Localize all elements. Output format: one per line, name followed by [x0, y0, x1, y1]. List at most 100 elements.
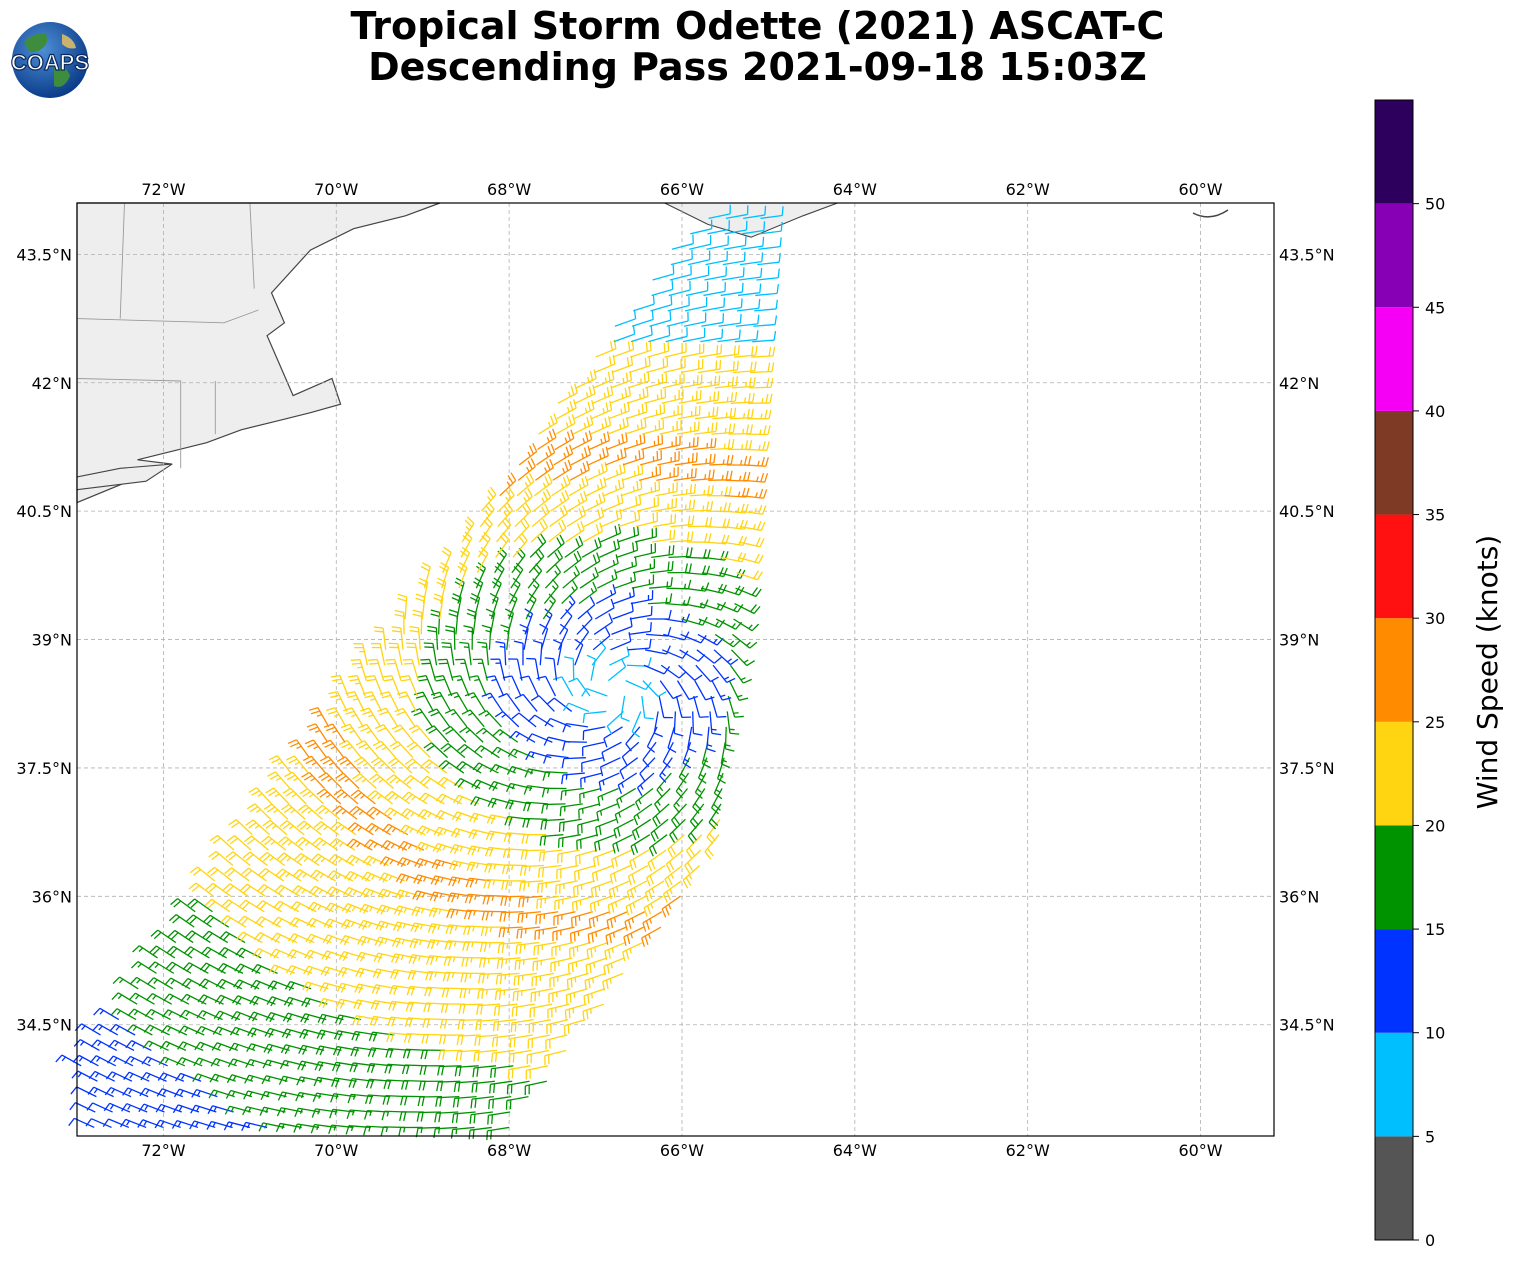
wind-barb [543, 578, 559, 604]
wind-barb [495, 641, 507, 666]
wind-barb [669, 531, 694, 543]
wind-barb [387, 757, 413, 774]
lon-tick-label-bottom: 72°W [141, 1141, 185, 1160]
wind-barb [312, 1092, 339, 1102]
wind-barb [391, 626, 404, 650]
wind-barb [264, 1027, 291, 1038]
wind-barb [726, 711, 740, 735]
wind-barb [387, 1016, 413, 1027]
wind-barb [525, 751, 552, 761]
wind-barb [539, 834, 564, 846]
wind-barb [572, 895, 595, 912]
wind-barb [479, 501, 495, 527]
wind-barb [187, 898, 213, 913]
wind-barb [438, 759, 465, 774]
wind-barb [500, 895, 525, 906]
wind-barb [457, 1018, 482, 1030]
wind-barb [578, 581, 598, 605]
wind-barb [760, 206, 784, 220]
lon-tick-label-bottom: 62°W [1006, 1141, 1050, 1160]
wind-barb [706, 726, 716, 753]
wind-barb [104, 1086, 132, 1098]
wind-barb [649, 577, 673, 589]
wind-barb [574, 384, 596, 404]
wind-barb [351, 1030, 378, 1041]
wind-barb [680, 359, 704, 374]
wind-barb [569, 926, 592, 943]
wind-barb [647, 849, 667, 872]
wind-barb [349, 805, 375, 820]
wind-barb [408, 954, 435, 965]
wind-barb [243, 1090, 270, 1100]
wind-barb [473, 577, 484, 604]
wind-barb [535, 458, 554, 481]
wind-barb [553, 911, 576, 926]
wind-barb [458, 1003, 483, 1014]
wind-barb [446, 908, 472, 919]
wind-barb [580, 552, 601, 574]
wind-barb [297, 1060, 324, 1071]
wind-barb [707, 220, 730, 235]
wind-barb [243, 835, 269, 851]
wind-barb [667, 563, 692, 574]
wind-barb [588, 911, 611, 929]
wind-barb [175, 1056, 203, 1067]
wind-barb [666, 311, 689, 327]
wind-barb [159, 1040, 187, 1051]
wind-barb [514, 503, 532, 528]
wind-barb [626, 880, 648, 901]
wind-barb [545, 1034, 568, 1050]
wind-barb [423, 642, 438, 666]
wind-barb [724, 220, 748, 235]
wind-barb [353, 643, 369, 666]
wind-barb [564, 535, 584, 558]
wind-barb [370, 999, 397, 1011]
wind-barb [263, 1043, 290, 1054]
wind-barb [515, 941, 539, 955]
wind-barb [450, 1126, 475, 1139]
wind-barb [535, 911, 559, 925]
wind-barb [559, 609, 573, 635]
wind-barb [646, 726, 658, 753]
wind-barb [622, 448, 645, 466]
wind-barb [310, 1123, 337, 1134]
wind-barb [526, 657, 540, 681]
wind-barb [650, 561, 674, 574]
wind-barb [542, 593, 557, 620]
wind-barb [105, 1071, 133, 1082]
wind-barb [417, 1095, 443, 1107]
wind-barb [563, 1018, 586, 1035]
wind-barb [669, 265, 692, 281]
wind-barb [266, 996, 293, 1007]
wind-barb [549, 972, 572, 988]
wind-barb [572, 415, 594, 435]
wind-barb [589, 895, 612, 913]
wind-barb [337, 966, 365, 978]
wind-barb [670, 515, 695, 528]
wind-barb [466, 861, 493, 872]
wind-barb [475, 1018, 500, 1031]
wind-barb [454, 577, 465, 604]
wind-barb [738, 267, 763, 281]
wind-barb [541, 803, 566, 814]
wind-barb [370, 642, 386, 666]
wind-barb [714, 633, 741, 648]
wind-barb [179, 1009, 206, 1021]
wind-barb [739, 520, 766, 532]
lat-tick-label-left: 34.5°N [16, 1016, 72, 1035]
wind-barb [158, 1056, 186, 1067]
wind-barb [330, 674, 349, 697]
wind-barb [608, 401, 630, 420]
wind-barb [705, 518, 731, 529]
wind-barb [654, 498, 678, 512]
wind-barb [388, 1000, 414, 1011]
wind-barb [475, 727, 501, 743]
wind-barb [756, 268, 780, 281]
wind-barb [733, 345, 758, 358]
wind-barb [473, 745, 500, 759]
wind-barb [195, 1025, 222, 1036]
wind-barb [631, 818, 652, 841]
wind-barb [268, 755, 292, 774]
wind-barb [536, 895, 560, 909]
title-line-1: Tropical Storm Odette (2021) ASCAT-C [350, 4, 1165, 48]
